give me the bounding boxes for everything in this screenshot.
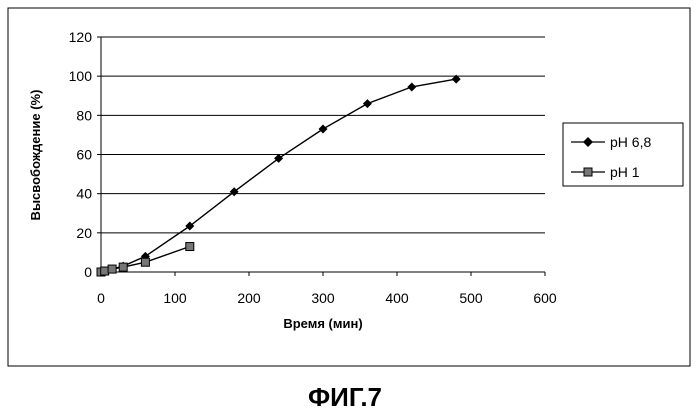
data-point-square: [186, 243, 194, 251]
y-tick-label: 120: [69, 29, 93, 45]
data-point-square: [108, 265, 116, 273]
legend-marker-2: [584, 168, 592, 176]
x-tick-label: 500: [459, 290, 483, 306]
chart-frame: [8, 8, 690, 366]
x-tick-label: 100: [163, 290, 187, 306]
data-point-square: [119, 263, 127, 271]
x-tick-label: 300: [311, 290, 335, 306]
y-tick-label: 0: [84, 264, 92, 280]
x-tick-label: 0: [97, 290, 105, 306]
legend-label-2: pH 1: [610, 164, 640, 180]
x-tick-label: 200: [237, 290, 261, 306]
y-tick-label: 40: [76, 186, 92, 202]
data-point-square: [141, 258, 149, 266]
x-axis-label: Время (мин): [283, 316, 362, 331]
legend: pH 6,8 pH 1: [563, 123, 683, 186]
x-tick-label: 400: [385, 290, 409, 306]
y-tick-label: 20: [76, 225, 92, 241]
y-axis-label: Высвобождение (%): [28, 90, 43, 221]
y-tick-label: 80: [76, 107, 92, 123]
data-point-square: [101, 267, 109, 275]
y-tick-label: 100: [69, 68, 93, 84]
legend-label-1: pH 6,8: [610, 134, 651, 150]
figure-caption: ФИГ.7: [308, 382, 382, 412]
y-tick-label: 60: [76, 147, 92, 163]
x-tick-label: 600: [533, 290, 557, 306]
